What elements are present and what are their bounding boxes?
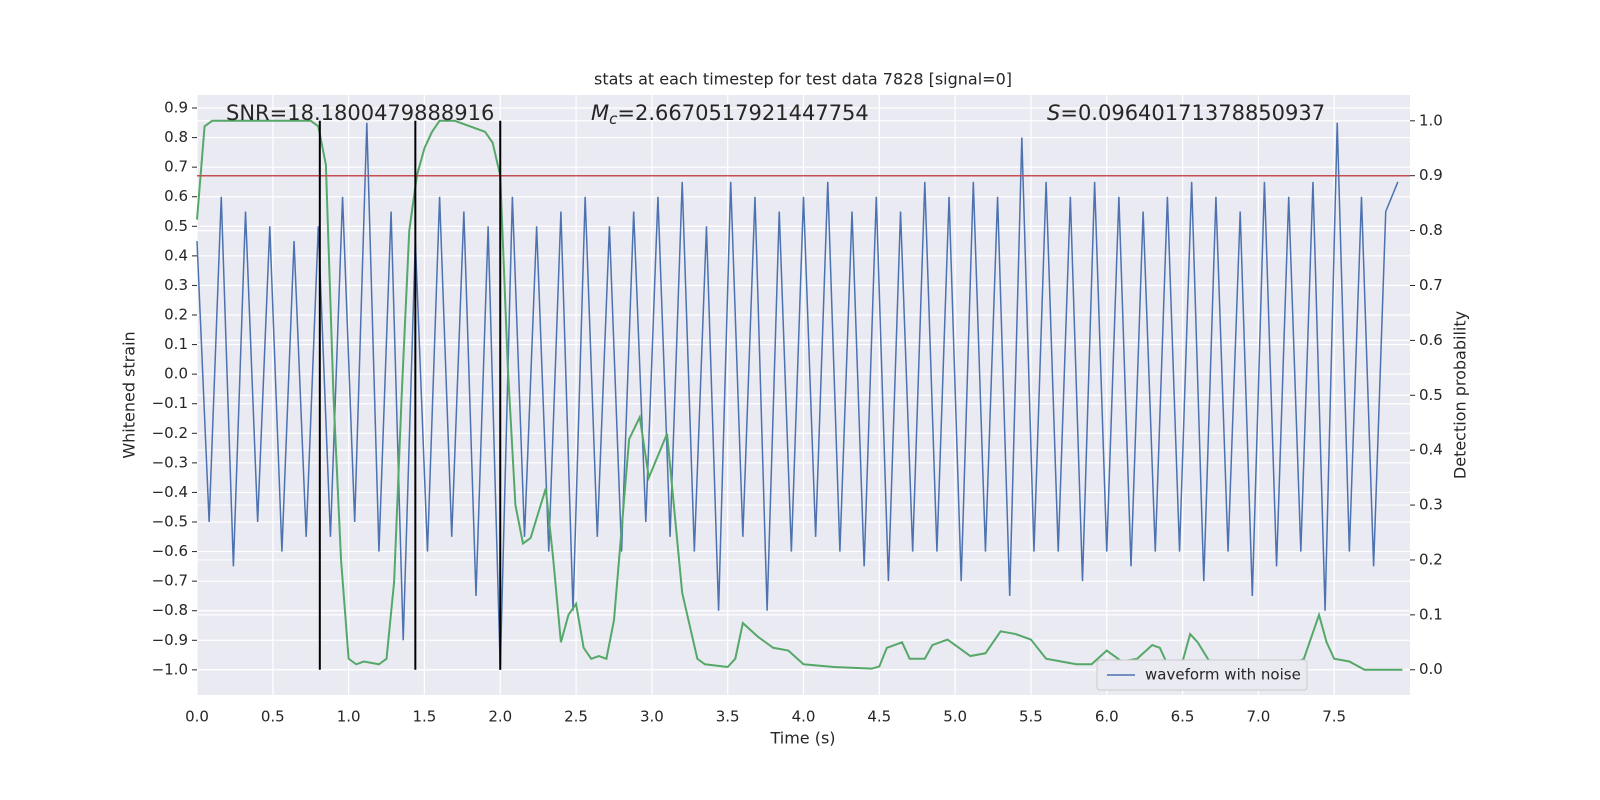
y-tick-label: 0.5 [164,217,188,235]
y-tick-label: −0.7 [152,572,188,590]
y2-tick-label: 0.9 [1419,166,1443,184]
y-tick-label: 0.0 [164,365,188,383]
y2-tick-label: 0.3 [1419,496,1443,514]
y2-axis-label: Detection probability [1451,311,1470,479]
x-tick-label: 4.5 [867,708,891,726]
y-axis-label: Whitened strain [120,331,139,458]
annotation: SNR=18.1800479888916 [226,101,494,125]
x-tick-label: 5.0 [943,708,967,726]
x-axis-label: Time (s) [769,729,835,748]
x-tick-label: 6.5 [1171,708,1195,726]
x-tick-label: 3.0 [640,708,664,726]
x-tick-label: 6.0 [1095,708,1119,726]
y2-tick-label: 0.2 [1419,550,1443,568]
x-tick-label: 3.5 [716,708,740,726]
annotation: Mc=2.6670517921447754 [591,101,869,128]
y-tick-label: 0.8 [164,128,188,146]
legend-box [1096,659,1308,691]
x-tick-label: 1.5 [413,708,437,726]
y-tick-label: −0.2 [152,424,188,442]
y-tick-label: 0.6 [164,187,188,205]
annotation-text: =0.09640171378850937 [1060,101,1325,125]
x-tick-label: 7.5 [1322,708,1346,726]
y-tick-label: −0.6 [152,542,188,560]
y-tick-label: −0.1 [152,394,188,412]
annotation-text: SNR=18.1800479888916 [226,101,494,125]
y2-tick-label: 0.6 [1419,331,1443,349]
legend-label: waveform with noise [1145,666,1301,684]
y2-tick-label: 0.7 [1419,276,1443,294]
y-tick-label: −0.5 [152,513,188,531]
y-tick-label: 0.1 [164,335,188,353]
x-tick-label: 2.5 [564,708,588,726]
y-tick-label: 0.2 [164,306,188,324]
y2-tick-label: 0.1 [1419,605,1443,623]
y-tick-label: 0.3 [164,276,188,294]
y2-tick-label: 0.4 [1419,441,1443,459]
y-tick-label: −0.3 [152,453,188,471]
y2-tick-label: 0.0 [1419,660,1443,678]
y2-tick-label: 1.0 [1419,111,1443,129]
x-tick-label: 1.0 [337,708,361,726]
x-tick-label: 4.0 [792,708,816,726]
x-tick-label: 5.5 [1019,708,1043,726]
annotation-subscript: c [609,110,618,128]
x-tick-label: 2.0 [488,708,512,726]
y2-tick-label: 0.8 [1419,221,1443,239]
y-tick-label: 0.4 [164,246,188,264]
x-tick-label: 0.5 [261,708,285,726]
y2-tick-label: 0.5 [1419,386,1443,404]
annotation-symbol: M [591,101,609,125]
series-line [196,122,1399,670]
y-tick-label: 0.7 [164,158,188,176]
annotation-symbol: S [1047,101,1060,125]
y-tick-label: −0.4 [152,483,188,501]
chart-title: stats at each timestep for test data 782… [594,70,1012,89]
series-line [196,119,1403,672]
y-tick-label: −0.8 [152,601,188,619]
x-tick-label: 0.0 [185,708,209,726]
x-tick-label: 7.0 [1246,708,1270,726]
annotation: S=0.09640171378850937 [1047,101,1325,125]
annotation-text: =2.6670517921447754 [617,101,868,125]
y-tick-label: −0.9 [152,631,188,649]
y-tick-label: −1.0 [152,660,188,678]
y-tick-label: 0.9 [164,99,188,117]
